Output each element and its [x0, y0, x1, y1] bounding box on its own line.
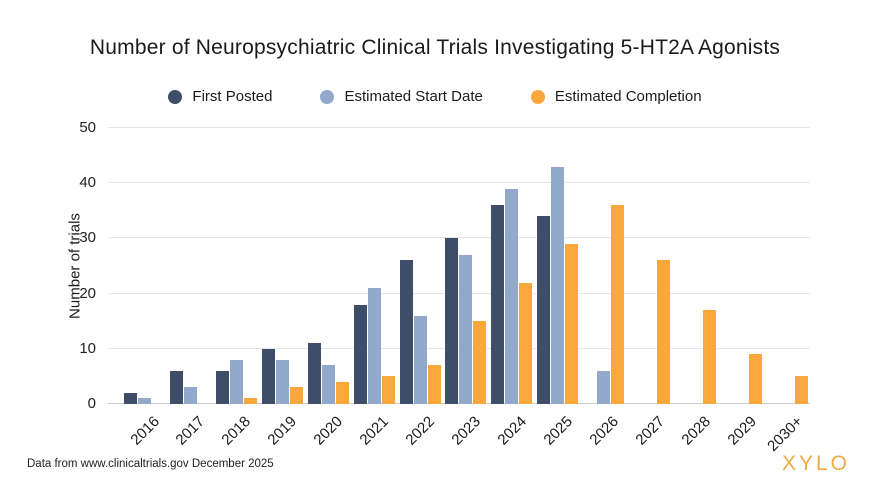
bar-group — [629, 128, 671, 404]
bar — [748, 354, 762, 404]
bar — [551, 166, 565, 404]
bar-group — [721, 128, 762, 404]
bar-group — [261, 128, 303, 404]
x-tick-label: 2028 — [678, 413, 714, 449]
bar — [321, 365, 335, 404]
bar — [597, 370, 611, 404]
bar — [215, 370, 229, 404]
bar — [367, 288, 381, 404]
bar-group — [445, 128, 487, 404]
plot-area: 0 10 20 30 40 50 2016 2017 2018 2019 2020 2021 2022… — [79, 119, 810, 455]
bar-group — [675, 128, 717, 404]
gridline — [108, 347, 810, 349]
bar — [399, 260, 413, 404]
bar — [169, 370, 183, 404]
x-tick-label: 2027 — [632, 413, 668, 449]
bar — [353, 304, 367, 404]
x-tick-label: 2024 — [494, 413, 530, 449]
x-tick-label: 2019 — [264, 413, 301, 449]
x-tick-label: 2022 — [402, 413, 439, 449]
x-tick-label: 2025 — [540, 413, 576, 449]
legend: First Posted Estimated Start Date Estimate… — [0, 88, 870, 105]
bar — [565, 243, 579, 404]
x-tick-label: 2020 — [310, 413, 347, 449]
bar — [491, 205, 505, 404]
gridline — [108, 127, 810, 128]
x-tick-label: 2029 — [723, 413, 760, 449]
bar-group — [537, 128, 579, 404]
bar — [473, 321, 487, 404]
bar — [229, 359, 243, 404]
x-tick-label: 2021 — [356, 413, 393, 449]
bar — [275, 359, 289, 404]
bar — [381, 376, 395, 404]
bar-group — [583, 128, 625, 404]
bar-group — [491, 128, 533, 404]
gridline — [108, 403, 810, 404]
gridline — [108, 182, 810, 184]
legend-dot-icon — [168, 89, 183, 104]
gridline — [108, 292, 810, 294]
legend-item: Estimated Start Date — [320, 88, 483, 105]
bar — [138, 398, 151, 404]
legend-label: Estimated Start Date — [344, 88, 483, 105]
x-tick-label: 2018 — [218, 413, 255, 449]
legend-label: Estimated Completion — [554, 88, 702, 105]
gridline — [108, 237, 810, 239]
bar-group — [353, 128, 395, 404]
legend-dot-icon — [320, 89, 335, 104]
bar — [445, 238, 459, 404]
legend-item: Estimated Completion — [530, 88, 702, 105]
legend-label: First Posted — [192, 88, 273, 105]
bar — [289, 387, 303, 404]
bar — [335, 381, 349, 404]
x-tick-label: 2016 — [126, 413, 163, 449]
bar-group — [169, 128, 211, 404]
x-tick-label: 2023 — [448, 413, 485, 449]
xylo-logo: XYLO — [781, 452, 850, 475]
data-source-note: Data from www.clinicaltrials.gov Decembe… — [27, 458, 274, 470]
bar — [124, 392, 137, 404]
bar — [611, 205, 625, 404]
bar — [703, 310, 717, 404]
bar — [413, 315, 427, 404]
bar — [427, 365, 441, 404]
bar — [261, 348, 275, 404]
bar — [459, 254, 473, 404]
legend-item: First Posted — [168, 88, 272, 105]
bar — [657, 260, 671, 404]
bar-group — [767, 128, 808, 404]
legend-dot-icon — [530, 89, 545, 104]
bar — [183, 387, 197, 404]
bar-group — [399, 128, 441, 404]
bar — [794, 376, 808, 404]
bar — [537, 216, 551, 404]
bar-group — [124, 128, 165, 404]
bar — [519, 282, 533, 404]
bar — [505, 188, 519, 404]
x-tick-label: 2026 — [586, 413, 622, 449]
y-tick-label: 50 — [79, 119, 96, 136]
y-tick-label: 10 — [79, 339, 96, 357]
y-tick-label: 30 — [79, 229, 96, 247]
bar-group — [307, 128, 349, 404]
x-tick-label: 2030+ — [763, 413, 806, 455]
bar — [307, 343, 321, 404]
y-tick-label: 40 — [79, 174, 96, 192]
bars-layer — [108, 128, 810, 404]
x-tick-label: 2017 — [172, 413, 209, 449]
bar — [243, 398, 257, 404]
chart-title: Number of Neuropsychiatric Clinical Tria… — [89, 36, 781, 59]
y-tick-label: 20 — [79, 284, 96, 302]
bar-group — [215, 128, 257, 404]
y-tick-label: 0 — [87, 395, 96, 412]
